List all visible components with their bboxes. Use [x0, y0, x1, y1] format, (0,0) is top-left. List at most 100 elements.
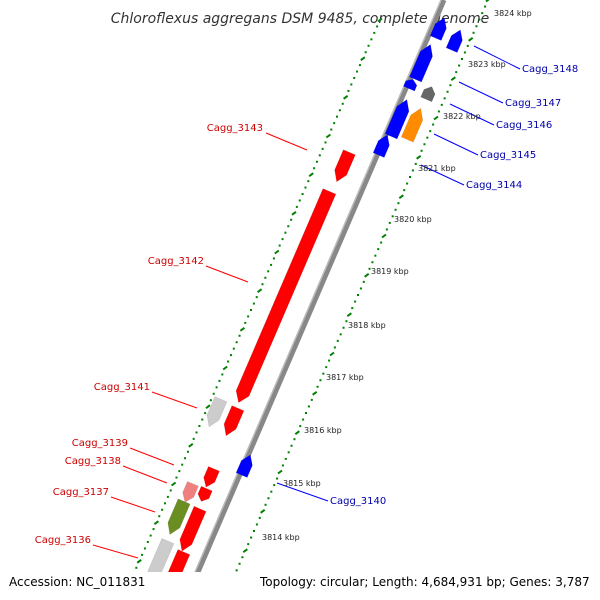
gc-track-left-dot [304, 186, 307, 189]
backbone-highlight [182, 0, 442, 600]
gene-cagg-3139-arrow [203, 466, 220, 488]
gene-pseudo-arrow-shape [420, 86, 436, 103]
genome-stats-text: Topology: circular; Length: 4,684,931 bp… [259, 575, 590, 589]
gc-track-right-dot [432, 123, 435, 126]
gene-cagg-3145-arrow [384, 99, 410, 140]
scale-tick-label: 3819 kbp [371, 267, 409, 276]
scale-tick-label: 3820 kbp [394, 215, 432, 224]
gc-track-right-dot [481, 12, 484, 15]
gc-track-left-dot [186, 450, 189, 453]
gc-track-right-dot [449, 84, 452, 87]
gc-track-left-dot [315, 160, 318, 163]
gc-track-right-dash [398, 194, 404, 199]
gene-track [139, 17, 463, 600]
gene-orange-arrow [400, 107, 423, 143]
gc-track-right-dot [380, 241, 383, 244]
gc-track-left-dot [318, 154, 321, 157]
gc-track-right-dot [394, 208, 397, 211]
gc-track-left-dot [358, 64, 361, 67]
gc-track-right-dot [342, 326, 345, 329]
leader-cagg_3140 [276, 482, 329, 502]
map-title: Chloroflexus aggregans DSM 9485, complet… [111, 11, 490, 27]
gc-track-right-dot [273, 484, 276, 487]
gc-track-left-dot [264, 276, 267, 279]
gc-track-right-dot [336, 339, 339, 342]
gc-track-left-dash [377, 17, 383, 23]
gene-cagg-3148b-arrow [445, 29, 463, 53]
gc-track-right-dot [377, 248, 380, 251]
gc-track-left-dot [347, 89, 350, 92]
gc-track-right-dot [238, 562, 241, 565]
scale-tick-label: 3818 kbp [348, 321, 386, 330]
gc-track-right-dot [247, 543, 250, 546]
gc-track-right-dot [305, 412, 307, 414]
gc-track-right-dot [411, 169, 414, 172]
gc-track-left-dot [272, 257, 275, 260]
gc-track-left-dot [158, 515, 161, 518]
gc-track-right-dot [264, 503, 267, 506]
gc-track-right-dot [255, 523, 258, 526]
leader-cagg_3141 [151, 391, 198, 409]
gc-track-right-dot [310, 398, 313, 401]
gc-track-right-dash [242, 548, 248, 553]
label-cagg_3138: Cagg_3138 [65, 456, 121, 467]
gc-track-left-dot [215, 386, 218, 389]
gc-track-right-dot [235, 569, 238, 572]
gc-track-right-dash [450, 76, 456, 81]
backbone-track [182, 0, 447, 600]
label-cagg_3145: Cagg_3145 [480, 150, 536, 161]
label-leader-lines [92, 45, 521, 559]
label-cagg_3146: Cagg_3146 [496, 120, 552, 131]
gc-track-left-dot [333, 122, 336, 125]
gc-track-left-dot [204, 412, 207, 415]
leader-cagg_3137 [110, 496, 156, 513]
gc-track-left-dash [274, 249, 280, 255]
gc-track-right-dot [461, 58, 463, 60]
gc-track-right-dot [409, 176, 411, 178]
scale-tick-label: 3824 kbp [494, 9, 532, 18]
gene-cagg-3141-arrow [206, 396, 228, 428]
scale-tick-label: 3814 kbp [262, 533, 300, 542]
gene-cagg-3147-arrow [409, 44, 433, 83]
gene-cagg-3142-arrow-shape [235, 188, 337, 404]
gc-track-left-dot [261, 283, 264, 286]
gc-track-left-dot [290, 218, 293, 221]
gc-track-left-dot [364, 51, 367, 54]
gc-track-left-dash [153, 520, 159, 525]
gc-track-right-dot [258, 516, 261, 519]
gc-track-left-dot [373, 31, 376, 34]
gc-skew-track [120, 0, 490, 600]
leader-cagg_3143 [265, 132, 308, 151]
gc-track-right-dot [385, 228, 388, 231]
gc-track-left-dot [221, 373, 224, 376]
gc-track-left-dot [178, 470, 181, 473]
gc-track-right-dash [312, 391, 318, 396]
gc-track-left-dot [238, 334, 241, 337]
gc-track-left-dash [205, 404, 211, 409]
gene-cagg-3148b-arrow-shape [445, 29, 463, 53]
gene-cagg-3137-arrow-shape [167, 498, 191, 535]
gc-track-left-dot [376, 25, 379, 28]
gc-track-left-dot [235, 341, 238, 344]
gc-track-left-dot [135, 566, 138, 569]
scale-tick-label: 3823 kbp [468, 60, 506, 69]
gc-track-right-dot [475, 25, 478, 28]
footer-background [0, 572, 600, 600]
label-cagg_3141: Cagg_3141 [94, 382, 150, 393]
gc-track-left-dot [161, 508, 164, 511]
gc-track-right-dot [284, 457, 287, 460]
gc-track-left-dot [212, 392, 215, 395]
gc-track-right-dot [302, 418, 305, 421]
gc-track-left-dot [149, 534, 152, 537]
gc-track-left-dot [307, 180, 310, 183]
gc-track-right-dot [437, 110, 440, 113]
scale-tick-label: 3821 kbp [418, 164, 456, 173]
scale-tick-label: 3815 kbp [283, 479, 321, 488]
gc-track-left-dot [367, 44, 370, 47]
gc-track-right-dot [357, 294, 359, 296]
scale-tick-label: 3817 kbp [326, 373, 364, 382]
gc-track-right-dash [485, 0, 490, 3]
gene-cagg-3148-arrow [429, 17, 447, 41]
gc-track-right-dot [388, 221, 391, 224]
gc-track-right-dot [478, 18, 481, 21]
